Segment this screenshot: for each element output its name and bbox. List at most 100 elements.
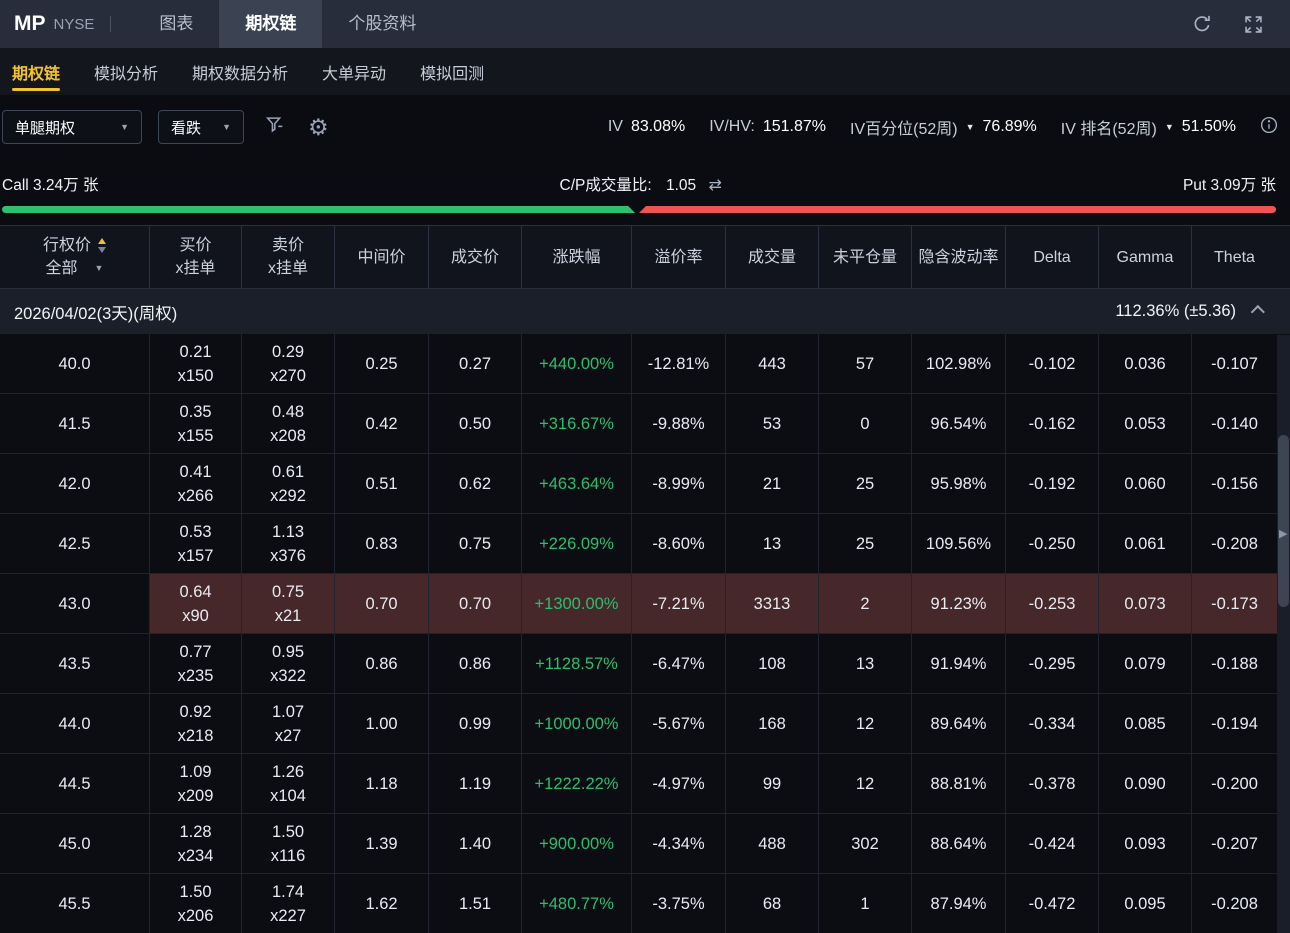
- cp-ratio-label: C/P成交量比:: [559, 177, 652, 194]
- swap-icon[interactable]: ⇄: [708, 177, 722, 194]
- refresh-icon[interactable]: [1191, 13, 1213, 35]
- subnav-backtest[interactable]: 模拟回测: [420, 65, 485, 83]
- fullscreen-icon[interactable]: [1243, 14, 1264, 35]
- cell-change: +1000.00%: [522, 694, 632, 753]
- cell-change: +900.00%: [522, 814, 632, 873]
- cell-iv: 89.64%: [912, 694, 1006, 753]
- cell-delta: -0.334: [1006, 694, 1099, 753]
- header-gamma: Gamma: [1099, 226, 1192, 288]
- chevron-down-icon: ▼: [965, 122, 975, 132]
- expiry-group-row[interactable]: 2026/04/02(3天)(周权) 112.36% (±5.36): [0, 289, 1290, 334]
- cell-bid: 0.21 x150: [150, 334, 242, 393]
- iv-percentile-stat[interactable]: IV百分位(52周) ▼ 76.89%: [850, 115, 1037, 139]
- cell-theta: -0.207: [1211, 834, 1258, 853]
- strategy-dropdown-value: 单腿期权: [15, 119, 76, 137]
- chevron-down-icon: ▼: [222, 122, 231, 132]
- cell-premium: -6.47%: [632, 634, 726, 693]
- cell-last: 0.50: [429, 394, 522, 453]
- top-bar: MP NYSE 图表 期权链 个股资料: [0, 0, 1290, 48]
- tab-chart[interactable]: 图表: [159, 14, 194, 33]
- cell-last: 1.19: [429, 754, 522, 813]
- cell-delta: -0.102: [1006, 334, 1099, 393]
- table-row[interactable]: 44.0 0.92 x218 1.07 x27 1.00 0.99 +1000.00% -5.6…: [0, 694, 1290, 754]
- cell-premium: -3.75%: [632, 874, 726, 933]
- tab-stock-info[interactable]: 个股资料: [348, 14, 417, 33]
- header-theta: Theta: [1214, 248, 1255, 266]
- table-row[interactable]: 45.5 1.50 x206 1.74 x227 1.62 1.51 +480.77% -3.7…: [0, 874, 1290, 933]
- subnav-big-order[interactable]: 大单异动: [322, 65, 387, 83]
- cell-gamma: 0.085: [1099, 694, 1192, 753]
- cell-bid: 0.77 x235: [150, 634, 242, 693]
- scrollbar-track[interactable]: [1277, 335, 1290, 933]
- cell-ask: 0.48 x208: [242, 394, 335, 453]
- cell-ask: 1.07 x27: [242, 694, 335, 753]
- filter-icon[interactable]: [264, 114, 286, 141]
- stock-symbol: MP: [14, 12, 46, 35]
- table-row[interactable]: 42.0 0.41 x266 0.61 x292 0.51 0.62 +463.64% -8.9…: [0, 454, 1290, 514]
- cell-open-interest: 302: [819, 814, 912, 873]
- subnav-option-chain[interactable]: 期权链: [12, 48, 61, 95]
- cell-delta: -0.192: [1006, 454, 1099, 513]
- iv-percentile-value: 76.89%: [982, 118, 1037, 135]
- cell-volume: 53: [726, 394, 819, 453]
- sort-icon[interactable]: [98, 238, 106, 253]
- direction-dropdown[interactable]: 看跌 ▼: [158, 110, 244, 144]
- cell-strike: 41.5: [0, 394, 150, 453]
- cell-ask: 0.75 x21: [242, 574, 335, 633]
- scrollbar-thumb[interactable]: [1278, 435, 1289, 607]
- panel-expand-arrow-icon[interactable]: ▶: [1279, 528, 1288, 540]
- cell-gamma: 0.036: [1099, 334, 1192, 393]
- chevron-up-icon[interactable]: [1250, 304, 1265, 319]
- table-row[interactable]: 40.0 0.21 x150 0.29 x270 0.25 0.27 +440.00% -12.…: [0, 334, 1290, 394]
- tab-option-chain[interactable]: 期权链: [219, 0, 323, 48]
- gear-icon[interactable]: ⚙: [308, 113, 329, 140]
- cell-volume: 13: [726, 514, 819, 573]
- cell-mid: 0.42: [335, 394, 429, 453]
- cell-bid: 0.92 x218: [150, 694, 242, 753]
- cell-change: +440.00%: [522, 334, 632, 393]
- cell-strike: 45.0: [0, 814, 150, 873]
- table-row[interactable]: 41.5 0.35 x155 0.48 x208 0.42 0.50 +316.67% -9.8…: [0, 394, 1290, 454]
- cell-volume: 21: [726, 454, 819, 513]
- chevron-down-icon: ▼: [94, 263, 104, 273]
- cell-strike: 42.5: [0, 514, 150, 573]
- strike-filter-dropdown[interactable]: 全部 ▼: [46, 257, 104, 280]
- cell-open-interest: 25: [819, 454, 912, 513]
- subnav-sim-analysis[interactable]: 模拟分析: [94, 65, 159, 83]
- cell-theta: -0.156: [1211, 474, 1258, 493]
- header-strike-label: 行权价: [42, 237, 91, 254]
- cell-last: 0.86: [429, 634, 522, 693]
- table-row[interactable]: 43.5 0.77 x235 0.95 x322 0.86 0.86 +1128.57% -6.…: [0, 634, 1290, 694]
- cell-iv: 91.23%: [912, 574, 1006, 633]
- cell-mid: 1.18: [335, 754, 429, 813]
- cell-strike: 42.0: [0, 454, 150, 513]
- cell-open-interest: 25: [819, 514, 912, 573]
- table-row[interactable]: 44.5 1.09 x209 1.26 x104 1.18 1.19 +1222.22% -4.…: [0, 754, 1290, 814]
- cell-premium: -8.99%: [632, 454, 726, 513]
- iv-label: IV: [607, 118, 623, 135]
- table-row[interactable]: 43.0 0.64 x90 0.75 x21 0.70 0.70 +1300.00% -7.21…: [0, 574, 1290, 634]
- cell-iv: 88.64%: [912, 814, 1006, 873]
- cell-gamma: 0.053: [1099, 394, 1192, 453]
- cell-theta: -0.107: [1211, 354, 1258, 373]
- iv-rank-stat[interactable]: IV 排名(52周) ▼ 51.50%: [1061, 115, 1236, 139]
- header-strike: 行权价 全部 ▼: [0, 226, 150, 288]
- ivhv-stat: IV/HV: 151.87%: [709, 118, 826, 136]
- iv-stat: IV 83.08%: [608, 118, 685, 136]
- call-put-ratio-bar: [2, 206, 1276, 213]
- cell-change: +463.64%: [522, 454, 632, 513]
- table-row[interactable]: 45.0 1.28 x234 1.50 x116 1.39 1.40 +900.00% -4.3…: [0, 814, 1290, 874]
- header-bid: 买价 x挂单: [150, 226, 242, 288]
- cell-bid: 0.35 x155: [150, 394, 242, 453]
- cell-last: 0.62: [429, 454, 522, 513]
- cell-volume: 99: [726, 754, 819, 813]
- iv-rank-value: 51.50%: [1181, 118, 1236, 135]
- cell-premium: -5.67%: [632, 694, 726, 753]
- header-change: 涨跌幅: [522, 226, 632, 288]
- subnav-option-data-analysis[interactable]: 期权数据分析: [192, 65, 289, 83]
- table-row[interactable]: 42.5 0.53 x157 1.13 x376 0.83 0.75 +226.09% -8.6…: [0, 514, 1290, 574]
- cell-last: 0.70: [429, 574, 522, 633]
- header-last: 成交价: [429, 226, 522, 288]
- strategy-dropdown[interactable]: 单腿期权 ▼: [2, 110, 142, 144]
- info-icon[interactable]: [1260, 116, 1278, 139]
